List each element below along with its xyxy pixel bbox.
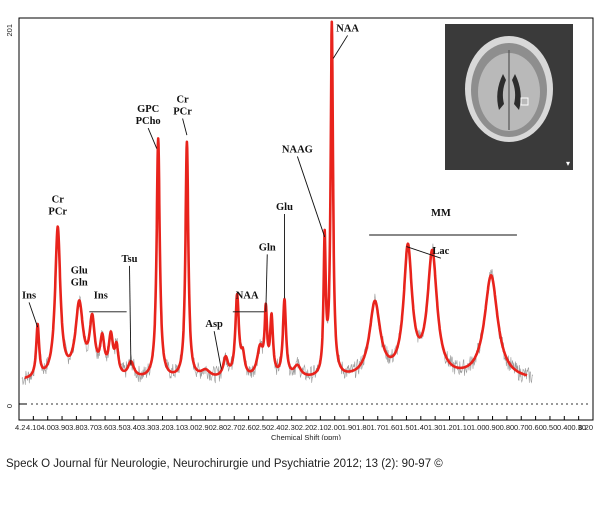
x-tick-label: 1.70: [370, 423, 385, 432]
x-tick-label: 3.50: [112, 423, 127, 432]
mri-corner-mark: ▾: [566, 159, 570, 168]
x-tick-label: 2.60: [241, 423, 256, 432]
peak-annotation: Ins: [22, 290, 39, 328]
spectrum-figure: 201 0 4.2 4.10 4.00 3.90 3.80 3.70 3.60 3.50 3.40 3…: [5, 17, 594, 440]
peak-label: GPC: [137, 104, 159, 115]
peak-label: NAAG: [282, 144, 313, 155]
x-tick-label: 1.30: [428, 423, 443, 432]
x-tick-label: 0.30: [571, 423, 586, 432]
mri-voxel-marker: [520, 97, 529, 106]
x-tick-label: 1.00: [471, 423, 486, 432]
peak-annotation: Asp: [205, 319, 223, 370]
x-tick-label: 1.50: [399, 423, 414, 432]
x-axis-title: Chemical Shift (ppm): [271, 433, 342, 440]
x-tick-label: 2.90: [198, 423, 213, 432]
x-tick-label: 1.10: [457, 423, 472, 432]
peak-label: Gln: [259, 242, 276, 253]
x-tick-label: 2.00: [327, 423, 342, 432]
peak-annotation: NAA: [232, 290, 265, 313]
x-tick-label: 3.10: [170, 423, 185, 432]
peak-label: NAA: [236, 290, 259, 301]
peak-annotation: Gln: [259, 242, 276, 312]
x-tick-label: 2.10: [313, 423, 328, 432]
x-tick-label: 3.40: [126, 423, 141, 432]
x-tick-label: 3.00: [184, 423, 199, 432]
x-tick-label: 2.20: [299, 423, 314, 432]
x-tick-label: 2.30: [284, 423, 299, 432]
peak-annotation: NAAG: [282, 144, 326, 238]
peak-label: NAA: [336, 23, 359, 34]
peak-label: MM: [431, 208, 451, 219]
x-tick-label: 0.20: [578, 423, 593, 432]
peak-pointer: [129, 265, 132, 366]
peak-pointer: [213, 331, 222, 370]
y-tick-label: 201: [5, 24, 14, 37]
peak-annotation: Tsu: [122, 254, 138, 366]
peak-annotation: MM: [369, 208, 517, 236]
peak-pointer: [406, 246, 442, 259]
x-tick-label: 1.80: [356, 423, 371, 432]
peak-pointer: [296, 156, 326, 238]
x-tick-label: 0.50: [543, 423, 558, 432]
mri-left-ventricle: [497, 74, 506, 110]
x-tick-label: 2.50: [256, 423, 271, 432]
peak-pointer: [147, 127, 158, 149]
peak-pointer: [332, 35, 348, 59]
x-tick-label: 3.90: [55, 423, 70, 432]
peak-label: Ins: [94, 290, 108, 301]
x-tick-label: 3.60: [98, 423, 113, 432]
x-tick-label: 0.40: [557, 423, 572, 432]
peak-label: Glu: [71, 265, 88, 276]
x-tick-label: 2.80: [213, 423, 228, 432]
figure-caption: Speck O Journal für Neurologie, Neurochi…: [6, 458, 443, 470]
peak-annotation: Lac: [406, 246, 450, 259]
fitted-spectrum-line: [23, 20, 528, 379]
peak-label: Ins: [22, 290, 36, 301]
x-tick-label: 2.70: [227, 423, 242, 432]
peak-label: PCr: [48, 206, 67, 217]
x-tick-label: 4.10: [26, 423, 41, 432]
x-tick-label: 3.30: [141, 423, 156, 432]
x-tick-label: 2.40: [270, 423, 285, 432]
peak-pointer: [182, 118, 188, 136]
peak-label: Glu: [276, 202, 293, 213]
peak-label: Tsu: [122, 254, 138, 265]
x-tick-label: 0.60: [528, 423, 543, 432]
x-tick-label: 1.20: [442, 423, 457, 432]
peak-pointer: [265, 254, 268, 312]
peak-label: PCho: [136, 116, 161, 127]
x-tick-label: 3.70: [83, 423, 98, 432]
x-tick-label: 0.70: [514, 423, 529, 432]
x-tick-label: 0.90: [485, 423, 500, 432]
x-tick-label: 0.80: [500, 423, 515, 432]
peak-label: Cr: [52, 194, 65, 205]
peak-annotation: Glu: [276, 202, 293, 299]
x-tick-label: 1.60: [385, 423, 400, 432]
x-tick-label: 3.20: [155, 423, 170, 432]
peak-label: Lac: [432, 246, 449, 257]
peak-label: Asp: [205, 319, 223, 330]
x-tick-label: 4.2: [15, 423, 25, 432]
x-tick-label: 1.40: [413, 423, 428, 432]
brain-mri-inset: ▾: [445, 24, 573, 170]
peak-label: Gln: [71, 277, 88, 288]
y-tick-label: 0: [5, 404, 14, 408]
peak-annotation: NAA: [332, 23, 359, 59]
x-tick-label: 1.90: [342, 423, 357, 432]
x-tick-label: 3.80: [69, 423, 84, 432]
peak-annotation: Ins: [89, 290, 127, 313]
peak-pointer: [28, 302, 39, 328]
mri-right-ventricle: [512, 74, 521, 110]
x-tick-label: 4.00: [40, 423, 55, 432]
peak-label: Cr: [176, 94, 189, 105]
peak-label: PCr: [173, 106, 192, 117]
